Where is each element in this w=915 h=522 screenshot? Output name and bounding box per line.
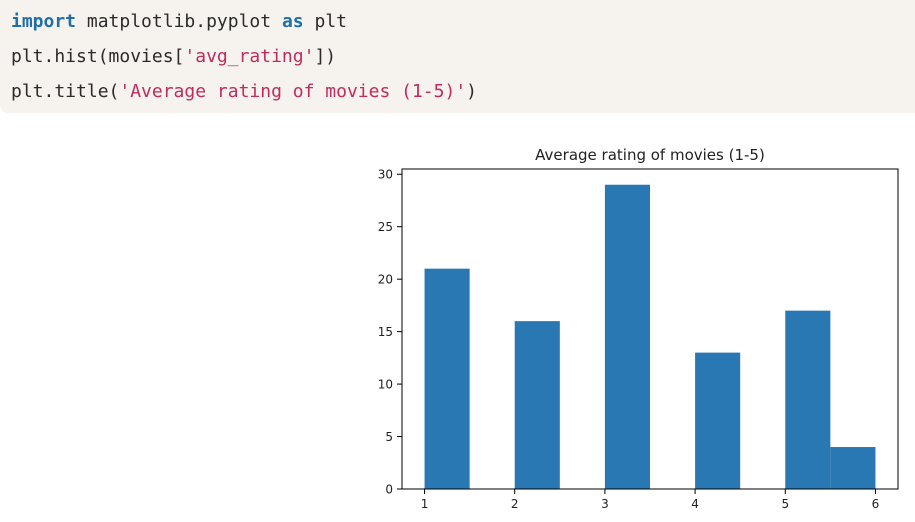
histogram-bar [604,184,650,489]
x-tick-label: 1 [421,497,429,511]
y-tick-label: 30 [378,168,393,182]
code-text: ]) [314,46,337,67]
y-tick-label: 15 [378,325,393,339]
code-cell[interactable]: import matplotlib.pyplot as plt plt.hist… [0,0,915,113]
histogram-bar [514,321,560,489]
code-line-3: plt.title('Average rating of movies (1-5… [11,74,904,109]
chart-title: Average rating of movies (1-5) [535,146,765,164]
plot-frame [401,168,899,490]
x-tick-label: 2 [511,497,519,511]
y-tick-label: 25 [378,220,393,234]
y-tick-label: 0 [385,483,393,497]
code-line-1: import matplotlib.pyplot as plt [11,4,904,39]
y-tick-label: 10 [378,378,393,392]
histogram-bar [830,447,876,489]
keyword-as: as [281,11,304,32]
x-tick-label: 5 [781,497,789,511]
bars-group [424,184,876,489]
y-tick-label: 5 [385,430,393,444]
code-text: plt.title( [11,81,120,102]
y-tick-label: 20 [378,273,393,287]
histogram-bar [785,310,831,489]
histogram-bar [695,352,741,489]
x-tick-label: 3 [601,497,609,511]
keyword-import: import [11,11,77,32]
code-text: ) [466,81,477,102]
output-area: Average rating of movies (1-5) 0 5 10 15 20 2… [0,113,915,518]
code-text: plt.hist(movies[ [11,46,185,67]
string-literal: 'Average rating of movies (1-5)' [119,81,467,102]
code-text: matplotlib.pyplot [76,11,282,32]
code-text: plt [303,11,347,32]
histogram-chart: Average rating of movies (1-5) 051015202… [378,146,899,511]
code-line-2: plt.hist(movies['avg_rating']) [11,39,904,74]
histogram-bar [424,268,470,489]
x-tick-label: 4 [691,497,699,511]
axes-group: 0 5 10 15 20 25 30 1 2 3 4 5 6 [378,168,899,511]
x-tick-label: 6 [872,497,880,511]
string-literal: 'avg_rating' [184,46,315,67]
